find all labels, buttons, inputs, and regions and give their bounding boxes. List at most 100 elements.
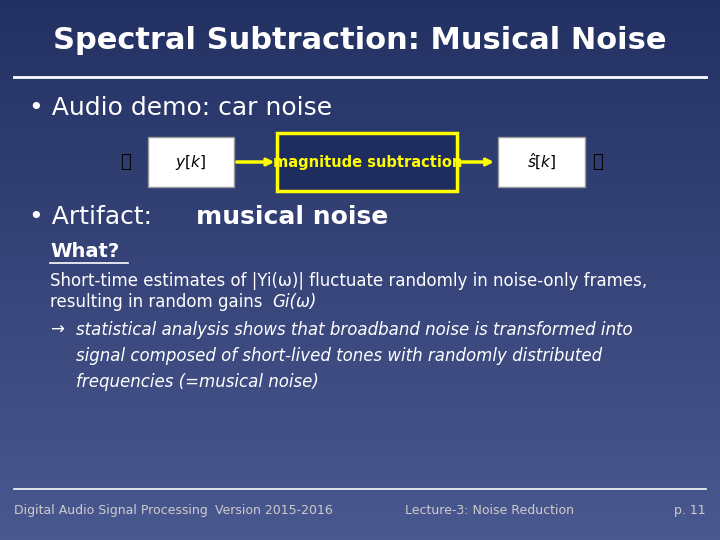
Bar [0,518,720,521]
Bar [0,300,720,302]
Bar [0,24,720,27]
Bar [0,197,720,200]
Bar [0,200,720,202]
Bar [0,451,720,454]
Bar [0,30,720,32]
Bar [0,19,720,22]
Bar [0,143,720,146]
Bar [0,313,720,316]
Text: Spectral Subtraction: Musical Noise: Spectral Subtraction: Musical Noise [53,26,667,55]
Bar [0,370,720,373]
Bar [0,16,720,19]
Bar [0,343,720,346]
Bar [0,281,720,284]
Bar [0,162,720,165]
Bar [0,340,720,343]
Bar [0,97,720,100]
Text: Gi(ω): Gi(ω) [272,293,317,312]
Bar [0,491,720,494]
Bar [0,89,720,92]
Bar [0,216,720,219]
Bar [0,124,720,127]
Bar [0,529,720,532]
Bar [0,524,720,526]
Bar [0,94,720,97]
Bar [0,475,720,478]
Bar [0,151,720,154]
Bar [0,265,720,267]
Bar [0,494,720,497]
Bar [0,76,720,78]
Bar [0,35,720,38]
Bar [0,537,720,540]
Bar [0,224,720,227]
Bar [0,165,720,167]
Bar [0,122,720,124]
Bar [0,176,720,178]
Bar [0,194,720,197]
Bar [0,59,720,62]
Bar [0,135,720,138]
Bar [0,46,720,49]
Bar [0,389,720,392]
Bar [0,103,720,105]
Bar [0,270,720,273]
Bar [0,356,720,359]
Bar [0,375,720,378]
Bar [0,386,720,389]
Bar [0,119,720,122]
Bar [0,446,720,448]
Bar [0,5,720,8]
Text: p. 11: p. 11 [674,504,706,517]
Bar [0,170,720,173]
Bar [0,346,720,348]
Bar [0,130,720,132]
Text: Version 2015-2016: Version 2015-2016 [215,504,333,517]
Bar [0,500,720,502]
Bar [0,348,720,351]
Text: statistical analysis shows that broadband noise is transformed into
signal compo: statistical analysis shows that broadban… [76,321,632,391]
Bar [0,278,720,281]
Bar [0,427,720,429]
Bar [0,486,720,489]
Text: musical noise: musical noise [196,205,388,229]
Bar [0,418,720,421]
Bar [0,416,720,418]
Bar [0,335,720,338]
Bar [0,57,720,59]
Text: Short-time estimates of |Yi(ω)| fluctuate randomly in noise-only frames,: Short-time estimates of |Yi(ω)| fluctuat… [50,272,648,290]
Bar [0,354,720,356]
Bar [0,316,720,319]
Bar [0,51,720,54]
Text: 🔊: 🔊 [593,153,603,171]
Bar [0,240,720,243]
Bar [0,321,720,324]
Bar [0,329,720,332]
Bar [0,68,720,70]
Bar [0,127,720,130]
Bar [0,40,720,43]
Bar [0,437,720,440]
Bar [0,402,720,405]
Bar [0,211,720,213]
Bar [0,400,720,402]
Bar [0,84,720,86]
Bar [0,462,720,464]
Bar [0,86,720,89]
Bar [0,319,720,321]
Text: $y[k]$: $y[k]$ [176,152,206,172]
Bar [0,510,720,513]
Bar [0,359,720,362]
Bar [0,429,720,432]
Bar [0,227,720,229]
Bar [0,22,720,24]
Bar [0,456,720,459]
Bar [0,78,720,81]
Bar [0,81,720,84]
Bar [0,243,720,246]
Bar [0,173,720,176]
Bar [0,138,720,140]
Bar [0,73,720,76]
Bar [0,205,720,208]
Bar [0,502,720,505]
